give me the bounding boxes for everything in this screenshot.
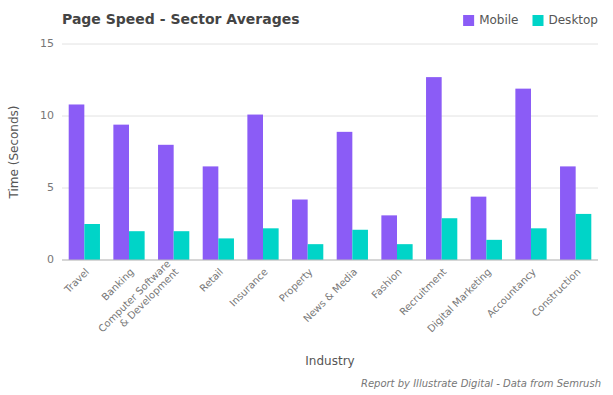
bar xyxy=(84,224,100,260)
x-tick-label: Computer Software& Development xyxy=(96,258,181,343)
bar xyxy=(515,89,531,260)
x-tick-label: Fashion xyxy=(369,266,403,300)
x-axis-line xyxy=(62,260,598,261)
bar xyxy=(426,77,442,260)
bar xyxy=(218,238,234,260)
y-tick-label: 10 xyxy=(40,109,54,122)
x-tick-label: Property xyxy=(277,266,315,304)
legend-item: Desktop xyxy=(533,13,599,27)
x-tick-label: Travel xyxy=(62,266,92,296)
bar xyxy=(158,145,174,260)
x-axis-label: Industry xyxy=(305,354,354,368)
bar xyxy=(560,166,576,260)
bar xyxy=(308,244,324,260)
footnote: Report by Illustrate Digital - Data from… xyxy=(361,378,601,389)
bar xyxy=(113,125,129,260)
legend: Mobile Desktop xyxy=(463,13,598,27)
bar xyxy=(352,230,368,260)
legend-swatch xyxy=(533,15,544,26)
y-tick-label: 15 xyxy=(40,37,54,50)
legend-label: Desktop xyxy=(549,13,599,27)
bar xyxy=(247,115,263,260)
y-axis-label: Time (Seconds) xyxy=(7,106,21,200)
grid xyxy=(62,44,598,260)
bar xyxy=(292,200,308,260)
y-tick-label: 0 xyxy=(47,253,54,266)
bars xyxy=(69,77,592,260)
bar xyxy=(397,244,413,260)
bar xyxy=(576,214,592,260)
legend-swatch xyxy=(463,15,474,26)
x-tick-label: Insurance xyxy=(227,266,269,308)
bar xyxy=(486,240,502,260)
legend-label: Mobile xyxy=(479,13,518,27)
title: Page Speed - Sector Averages xyxy=(62,11,300,27)
bar xyxy=(69,104,85,260)
y-tick-label: 5 xyxy=(47,181,54,194)
x-tick-label: Retail xyxy=(197,266,225,294)
grid-line xyxy=(62,44,598,45)
bar xyxy=(337,132,353,260)
x-tick-label: News & Media xyxy=(301,266,359,324)
legend-item: Mobile xyxy=(463,13,518,27)
grid-line xyxy=(62,260,598,261)
x-tick-label: Digital Marketing xyxy=(425,266,493,334)
bar xyxy=(471,197,487,260)
chart-container: 051015TravelBankingComputer Software& De… xyxy=(0,0,613,395)
bar xyxy=(531,228,547,260)
bar xyxy=(174,231,190,260)
chart: 051015TravelBankingComputer Software& De… xyxy=(0,0,613,395)
bar xyxy=(381,215,397,260)
bar xyxy=(442,218,458,260)
bar xyxy=(203,166,219,260)
bar xyxy=(263,228,279,260)
bar xyxy=(129,231,145,260)
x-tick-label: Construction xyxy=(530,266,583,319)
